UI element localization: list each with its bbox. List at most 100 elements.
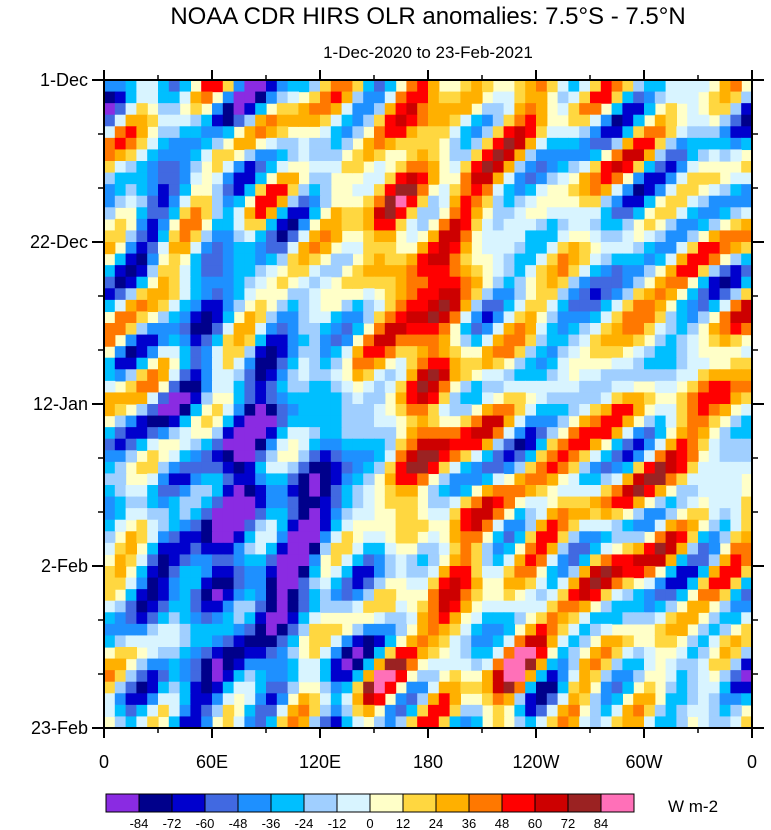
heatmap-cell (687, 519, 699, 532)
heatmap-cell (233, 635, 245, 648)
heatmap-cell (168, 670, 181, 683)
heatmap-cell (125, 184, 137, 197)
heatmap-cell (255, 369, 267, 382)
heatmap-cell (600, 473, 613, 486)
heatmap-cell (309, 323, 321, 336)
heatmap-cell (104, 704, 116, 718)
heatmap-cell (730, 369, 742, 382)
heatmap-cell (525, 161, 537, 174)
heatmap-cell (514, 681, 526, 694)
heatmap-cell (158, 496, 170, 509)
heatmap-cell (276, 438, 289, 451)
heatmap-cell (698, 531, 710, 544)
heatmap-cell (438, 380, 451, 394)
heatmap-cell (384, 242, 397, 255)
heatmap-cell (568, 566, 580, 579)
heatmap-cell (449, 369, 461, 382)
heatmap-cell (687, 161, 699, 174)
heatmap-cell (741, 299, 752, 313)
heatmap-cell (201, 485, 213, 498)
heatmap-cell (708, 218, 721, 232)
heatmap-cell (125, 103, 137, 116)
heatmap-cell (471, 380, 483, 394)
heatmap-cell (471, 450, 483, 463)
x-tick-label: 0 (99, 752, 109, 772)
heatmap-cell (428, 693, 440, 706)
heatmap-cell (557, 311, 569, 324)
heatmap-cell (449, 114, 461, 127)
heatmap-cell (622, 369, 634, 382)
heatmap-cell (417, 299, 429, 313)
heatmap-cell (374, 589, 386, 602)
heatmap-cell (579, 496, 591, 509)
heatmap-cell (222, 427, 235, 440)
heatmap-cell (330, 427, 343, 440)
heatmap-cell (590, 311, 602, 324)
heatmap-cell (168, 137, 181, 151)
heatmap-cell (244, 531, 256, 544)
heatmap-cell (374, 450, 386, 463)
heatmap-cell (698, 218, 710, 232)
heatmap-cell (611, 161, 623, 174)
heatmap-cell (222, 172, 235, 185)
heatmap-cell (687, 681, 699, 694)
heatmap-cell (708, 103, 721, 116)
heatmap-cell (492, 485, 505, 498)
heatmap-cell (190, 392, 202, 405)
heatmap-cell (428, 704, 440, 718)
heatmap-cell (514, 461, 526, 475)
heatmap-cell (428, 126, 440, 139)
heatmap-cell (233, 438, 245, 451)
heatmap-cell (622, 195, 634, 208)
heatmap-cell (644, 508, 656, 521)
heatmap-cell (309, 334, 321, 347)
heatmap-cell (611, 149, 623, 162)
heatmap-cell (611, 531, 623, 544)
heatmap-cell (611, 438, 623, 451)
heatmap-cell (514, 635, 526, 648)
heatmap-cell (600, 137, 613, 151)
heatmap-cell (384, 542, 397, 556)
heatmap-cell (525, 404, 537, 417)
heatmap-cell (482, 566, 494, 579)
heatmap-cell (503, 184, 515, 197)
heatmap-cell (536, 554, 548, 567)
heatmap-cell (471, 508, 483, 521)
heatmap-cell (406, 323, 418, 336)
heatmap-cell (136, 265, 148, 278)
heatmap-cell (438, 114, 451, 127)
heatmap-cell (600, 311, 613, 324)
heatmap-cell (417, 380, 429, 394)
heatmap-cell (482, 519, 494, 532)
heatmap-cell (471, 496, 483, 509)
heatmap-cell (233, 554, 245, 567)
heatmap-cell (525, 265, 537, 278)
heatmap-cell (125, 438, 137, 451)
heatmap-cell (233, 288, 245, 301)
heatmap-cell (190, 438, 202, 451)
heatmap-cell (514, 554, 526, 567)
heatmap-cell (406, 427, 418, 440)
heatmap-cell (449, 716, 461, 728)
heatmap-cell (482, 554, 494, 567)
heatmap-cell (449, 496, 461, 509)
heatmap-cell (276, 519, 289, 532)
heatmap-cell (676, 566, 688, 579)
heatmap-cell (546, 288, 559, 301)
colorbar-level-label: 12 (396, 816, 410, 830)
heatmap-cell (201, 577, 213, 590)
heatmap-cell (384, 485, 397, 498)
heatmap-cell (633, 496, 645, 509)
heatmap-cell (309, 149, 321, 162)
heatmap-cell (320, 693, 332, 706)
heatmap-cell (276, 218, 289, 232)
heatmap-cell (676, 126, 688, 139)
heatmap-cell (309, 450, 321, 463)
heatmap-cell (363, 577, 375, 590)
heatmap-cell (190, 137, 202, 151)
heatmap-cell (665, 80, 677, 93)
heatmap-cell (222, 693, 235, 706)
heatmap-cell (125, 415, 137, 428)
heatmap-cell (611, 299, 623, 313)
heatmap-cell (708, 323, 721, 336)
